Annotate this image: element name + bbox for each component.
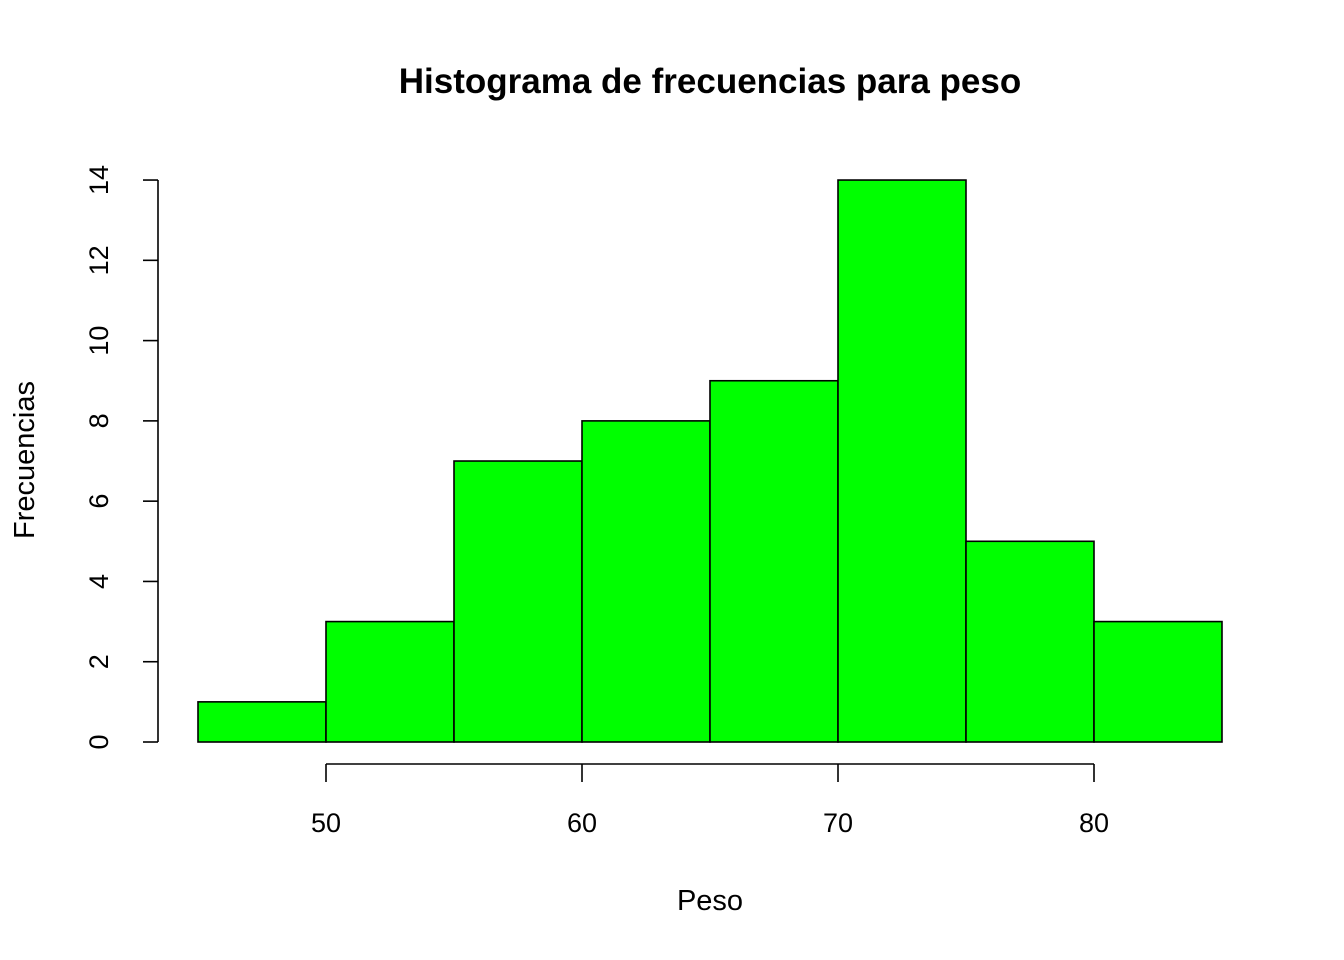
bar-80-85 (1093, 620, 1223, 743)
bar-45-50 (197, 701, 327, 743)
x-tick-label: 50 (311, 808, 341, 838)
bar-50-55 (325, 620, 455, 743)
y-tick-label: 10 (84, 326, 114, 356)
bar-65-70 (709, 379, 839, 743)
bar-70-75 (837, 179, 967, 743)
x-axis-label: Peso (677, 885, 743, 917)
chart-title: Histograma de frecuencias para peso (399, 62, 1021, 101)
y-tick-label: 8 (84, 413, 114, 428)
x-tick-label: 70 (823, 808, 853, 838)
y-tick-label: 2 (84, 654, 114, 669)
bar-55-60 (453, 460, 583, 743)
x-axis: 50 60 70 80 (311, 763, 1109, 838)
y-tick-label: 12 (84, 245, 114, 275)
bar-60-65 (581, 420, 711, 743)
y-axis-label: Frecuencias (9, 381, 41, 539)
y-tick-label: 0 (84, 734, 114, 749)
bars-group (197, 179, 1223, 743)
x-tick-label: 60 (567, 808, 597, 838)
y-tick-label: 6 (84, 494, 114, 509)
x-tick-label: 80 (1079, 808, 1109, 838)
y-tick-label: 14 (84, 165, 114, 195)
bar-75-80 (965, 540, 1095, 743)
y-axis: 0 2 4 6 8 10 12 14 (84, 165, 159, 750)
y-tick-label: 4 (84, 574, 114, 589)
